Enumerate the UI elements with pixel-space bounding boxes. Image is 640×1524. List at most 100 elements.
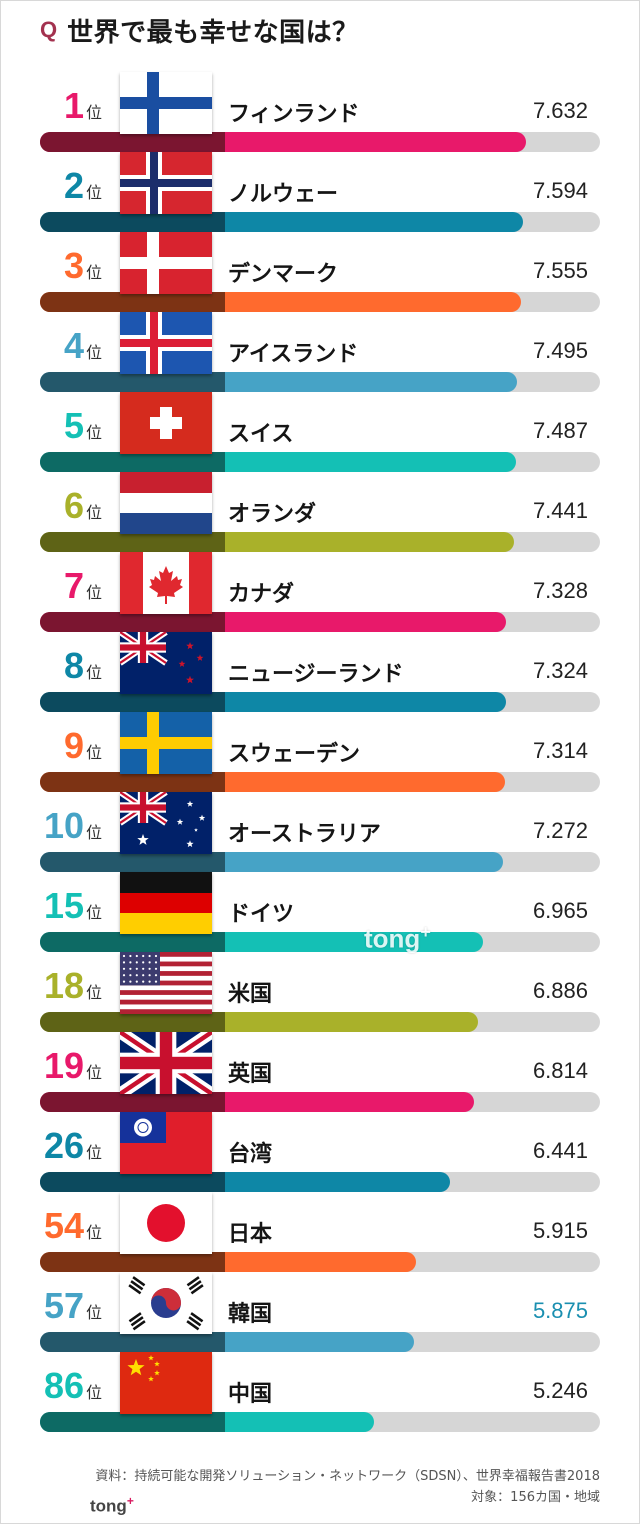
bar-track: [40, 692, 600, 712]
rank-label: 57 位: [44, 1284, 102, 1328]
usa-flag: [120, 952, 212, 1014]
ranking-row: 4 位 アイスランド 7.495: [0, 312, 640, 392]
country-name: カナダ: [228, 582, 295, 607]
rank-suffix: 位: [85, 583, 102, 602]
switzerland-flag: [120, 392, 212, 454]
ranking-row: 54 位 日本 5.915: [0, 1192, 640, 1272]
score-label: 5.246: [532, 1378, 588, 1403]
bar-accent: [40, 1012, 225, 1032]
rank-number: 18: [43, 965, 84, 1006]
bar-accent: [40, 292, 225, 312]
rank-label: 86 位: [44, 1364, 102, 1408]
rank-number: 2: [63, 165, 84, 206]
country-name: オーストラリア: [228, 822, 381, 847]
australia-flag: [120, 792, 212, 854]
rank-number: 4: [63, 325, 84, 366]
rank-number: 15: [43, 885, 84, 926]
bar-track: [40, 1332, 600, 1352]
china-flag: [120, 1352, 212, 1414]
rank-number: 1: [63, 85, 84, 126]
score-label: 6.965: [532, 898, 588, 923]
score-label: 7.324: [532, 658, 588, 683]
ranking-row: 3 位 デンマーク 7.555: [0, 232, 640, 312]
rank-number: 8: [63, 645, 84, 686]
finland-flag: [120, 72, 212, 134]
bar-track: [40, 532, 600, 552]
ranking-row: 2 位 ノルウェー 7.594: [0, 152, 640, 232]
bar-track: [40, 1172, 600, 1192]
rank-suffix: 位: [85, 103, 102, 122]
bar-accent: [40, 212, 225, 232]
bar-accent: [40, 532, 225, 552]
rank-number: 26: [43, 1125, 84, 1166]
bar-track: [40, 212, 600, 232]
bar-accent: [40, 1172, 225, 1192]
bar-accent: [40, 1252, 225, 1272]
rank-suffix: 位: [85, 663, 102, 682]
country-name: 英国: [228, 1062, 273, 1087]
rank-number: 3: [63, 245, 84, 286]
ranking-row: 7 位 カナダ 7.328: [0, 552, 640, 632]
rank-number: 5: [63, 405, 84, 446]
country-name: 韓国: [228, 1302, 273, 1327]
score-label: 6.441: [532, 1138, 588, 1163]
rank-suffix: 位: [85, 423, 102, 442]
logo-plus: +: [126, 1494, 134, 1508]
rank-number: 9: [63, 725, 84, 766]
score-label: 5.915: [532, 1218, 588, 1243]
rank-suffix: 位: [85, 1383, 102, 1402]
bar-track: [40, 1012, 600, 1032]
bar-accent: [40, 132, 225, 152]
score-label: 7.487: [532, 418, 588, 443]
ranking-row: 26 位 台湾 6.441: [0, 1112, 640, 1192]
rank-suffix: 位: [85, 263, 102, 282]
rank-suffix: 位: [85, 1143, 102, 1162]
score-label: 7.632: [532, 98, 588, 123]
page-title: 世界で最も幸せな国は？: [67, 17, 359, 48]
country-name: 中国: [228, 1382, 273, 1407]
score-label: 7.594: [532, 178, 588, 203]
score-label: 6.814: [532, 1058, 588, 1083]
bar-accent: [40, 1332, 225, 1352]
bar-accent: [40, 1092, 225, 1112]
watermark: tong+: [364, 922, 431, 955]
rank-suffix: 位: [85, 183, 102, 202]
country-name: 日本: [228, 1222, 273, 1247]
rank-label: 15 位: [44, 884, 102, 928]
title-row: Q 世界で最も幸せな国は？: [40, 10, 359, 50]
watermark-text: tong: [364, 923, 421, 954]
score-label: 7.495: [532, 338, 588, 363]
ranking-row: 9 位 スウェーデン 7.314: [0, 712, 640, 792]
iceland-flag: [120, 312, 212, 374]
korea-flag: [120, 1272, 212, 1334]
score-label: 6.886: [532, 978, 588, 1003]
ranking-row: 18 位 米国 6.886: [0, 952, 640, 1032]
source-note: 資料：持続可能な開発ソリューション・ネットワーク（SDSN）、世界幸福報告書20…: [95, 1466, 600, 1508]
rank-number: 86: [43, 1365, 84, 1406]
target-line: 対象：156カ国・地域: [471, 1490, 600, 1505]
bar-track: [40, 1252, 600, 1272]
logo-text: tong: [90, 1496, 127, 1516]
norway-flag: [120, 152, 212, 214]
bar-accent: [40, 692, 225, 712]
ranking-row: 1 位 フィンランド 7.632: [0, 72, 640, 152]
bar-track: [40, 1412, 600, 1432]
ranking-row: 57 位 韓国 5.875: [0, 1272, 640, 1352]
rank-label: 19 位: [44, 1044, 102, 1088]
rank-suffix: 位: [85, 1063, 102, 1082]
ranking-row: 15 位 ドイツ 6.965: [0, 872, 640, 952]
country-name: フィンランド: [228, 102, 360, 127]
rank-number: 10: [43, 805, 84, 846]
bar-track: [40, 612, 600, 632]
logo: tong+: [90, 1494, 134, 1517]
canada-flag: [120, 552, 212, 614]
netherlands-flag: [120, 472, 212, 534]
bar-track: [40, 772, 600, 792]
